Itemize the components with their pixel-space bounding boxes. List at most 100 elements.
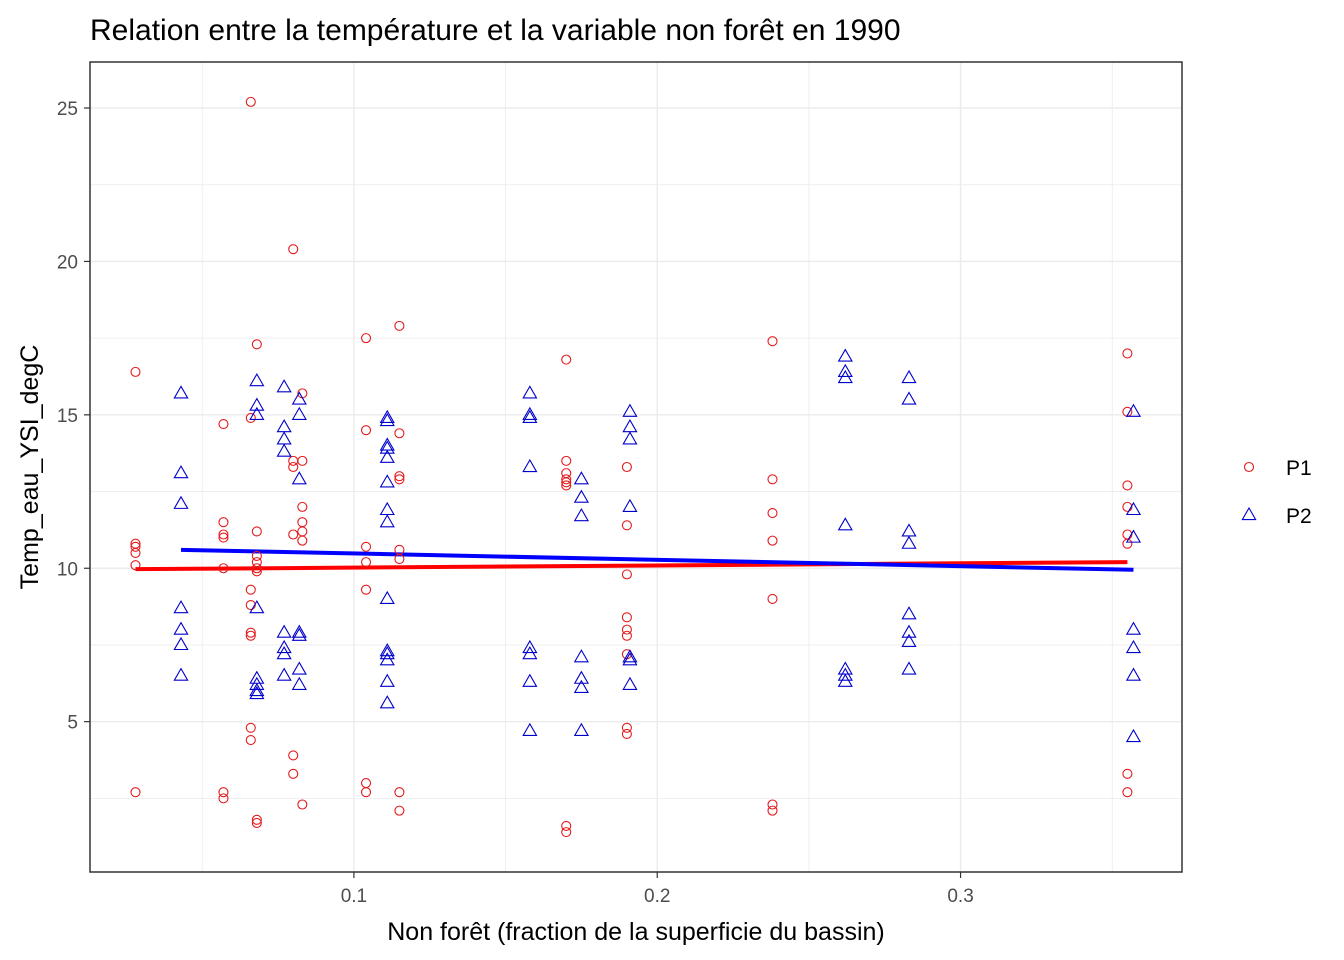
point-p2 <box>573 649 590 663</box>
point-p1 <box>561 354 572 365</box>
point-p2 <box>837 363 853 377</box>
point-p1 <box>621 630 632 641</box>
point-p2 <box>837 348 853 362</box>
point-p2 <box>522 722 538 736</box>
point-p1 <box>621 728 632 739</box>
point-p1 <box>251 814 262 825</box>
point-p1 <box>394 428 405 439</box>
point-p2 <box>837 667 853 681</box>
point-p2 <box>622 649 638 663</box>
point-p2 <box>901 661 917 675</box>
point-p2 <box>276 639 292 654</box>
point-p1 <box>360 333 372 344</box>
fit-line-p1 <box>135 560 1128 572</box>
y-tick-label: 15 <box>57 406 78 427</box>
point-p1 <box>561 477 572 488</box>
point-p2 <box>901 633 917 647</box>
point-p1 <box>218 532 229 543</box>
point-p1 <box>130 560 141 571</box>
point-p2 <box>379 642 395 657</box>
point-p2 <box>276 624 292 638</box>
point-p1 <box>245 96 256 107</box>
point-p2 <box>901 606 917 620</box>
point-p2 <box>291 391 307 405</box>
point-p1 <box>245 600 256 611</box>
point-p1 <box>218 418 229 430</box>
point-p1 <box>297 455 308 466</box>
point-p2 <box>249 676 265 690</box>
point-p1 <box>251 550 262 562</box>
point-p1 <box>251 526 262 537</box>
point-p1 <box>394 471 405 482</box>
point-p1 <box>621 461 632 473</box>
point-p2 <box>837 673 853 687</box>
point-p2 <box>901 369 917 384</box>
point-p1 <box>767 805 778 816</box>
point-p2 <box>837 369 853 384</box>
point-p1 <box>621 722 632 733</box>
point-p2 <box>1125 728 1142 743</box>
point-p1 <box>394 787 405 798</box>
y-axis-title: Temp_eau_YSI_degC <box>16 345 44 590</box>
point-p1 <box>561 480 572 491</box>
point-p1 <box>767 336 778 347</box>
point-p2 <box>379 652 395 666</box>
point-p1 <box>251 339 262 350</box>
point-p1 <box>288 768 299 779</box>
point-p1 <box>297 501 308 512</box>
x-tick-label: 0.1 <box>341 886 367 907</box>
point-p1 <box>767 799 778 810</box>
point-p1 <box>561 827 572 838</box>
point-p2 <box>837 517 853 531</box>
point-p1 <box>561 455 572 466</box>
point-p2 <box>622 403 638 417</box>
point-p2 <box>249 397 265 411</box>
point-p1 <box>251 563 262 574</box>
point-p1 <box>360 557 372 568</box>
point-p1 <box>297 535 308 546</box>
legend-key-p2 <box>1241 506 1257 521</box>
point-p2 <box>522 673 538 687</box>
point-p2 <box>573 489 590 503</box>
point-p1 <box>245 735 256 746</box>
point-p1 <box>360 787 372 798</box>
point-p1 <box>288 529 299 540</box>
point-p2 <box>276 646 292 660</box>
point-p1 <box>394 553 405 565</box>
data-points <box>130 96 1142 838</box>
point-p1 <box>130 366 141 377</box>
point-p2 <box>276 379 292 393</box>
plot-border <box>89 61 1183 873</box>
point-p2 <box>173 600 189 614</box>
point-p1 <box>394 474 405 485</box>
point-p2 <box>522 639 538 654</box>
point-p1 <box>1122 501 1133 512</box>
point-p1 <box>251 566 262 577</box>
plot-panel <box>90 62 1182 872</box>
point-p1 <box>130 541 141 552</box>
point-p2 <box>522 458 538 473</box>
fit-lines <box>135 547 1134 572</box>
point-p2 <box>1125 501 1142 516</box>
point-p1 <box>297 799 308 810</box>
point-p1 <box>218 787 229 798</box>
point-p2 <box>173 465 189 479</box>
legend-label-p2: P2 <box>1286 505 1312 528</box>
point-p1 <box>251 817 262 828</box>
point-p1 <box>394 320 405 331</box>
point-p2 <box>522 385 538 399</box>
point-p1 <box>767 507 778 519</box>
point-p2 <box>291 406 307 420</box>
point-p2 <box>291 661 307 675</box>
point-p2 <box>379 449 395 463</box>
point-p1 <box>561 474 572 485</box>
point-p1 <box>218 793 229 804</box>
point-p2 <box>291 624 307 638</box>
point-p1 <box>767 593 778 604</box>
legend-label-p1: P1 <box>1286 457 1312 480</box>
x-axis-title: Non forêt (fraction de la superficie du … <box>387 918 884 946</box>
point-p1 <box>1122 768 1133 779</box>
point-p1 <box>245 412 256 423</box>
point-p2 <box>522 646 538 660</box>
